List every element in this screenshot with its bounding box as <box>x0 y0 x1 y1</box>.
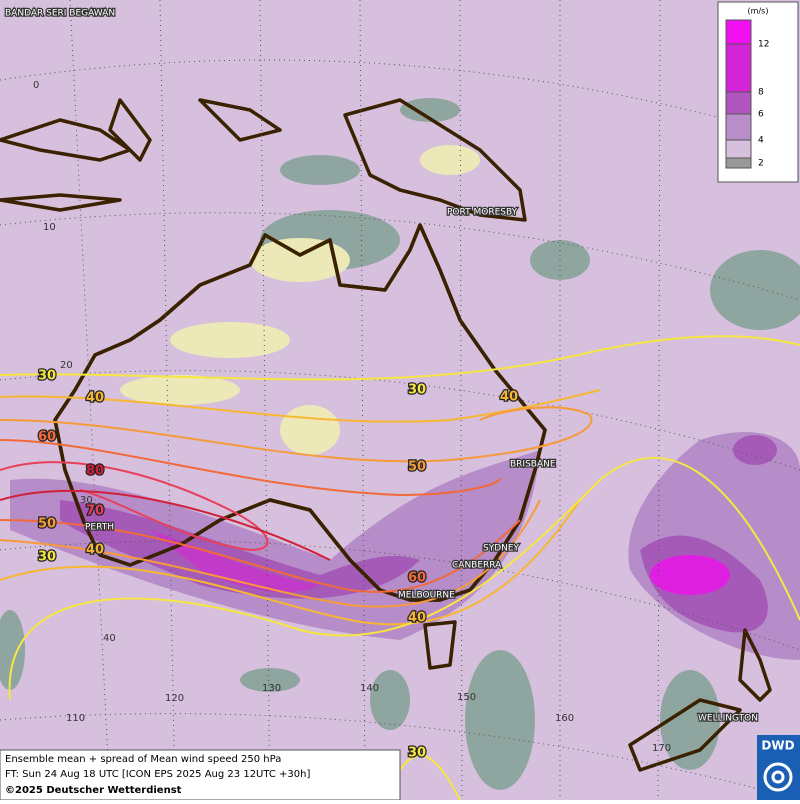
contour-label: 30 <box>408 383 426 398</box>
city-label: BRISBANE <box>510 460 556 470</box>
legend-tick: 4 <box>758 136 764 146</box>
contour-label: 60 <box>408 571 426 586</box>
city-label: PERTH <box>85 523 114 533</box>
legend-swatch <box>725 43 752 93</box>
lon-label: 120 <box>165 693 184 704</box>
legend: (m/s) 12 8 6 4 2 <box>717 1 799 183</box>
footer: Ensemble mean + spread of Mean wind spee… <box>0 749 401 801</box>
legend-tick: 12 <box>758 40 769 50</box>
grid-labels: 0 10 20 30 40 110 120 130 140 150 160 17… <box>33 80 671 754</box>
lat-label: 0 <box>33 80 39 91</box>
legend-swatch <box>725 19 752 45</box>
logo-text: DWD <box>761 739 794 753</box>
legend-swatch <box>725 157 752 169</box>
city-label: BANDAR SERI BEGAWAN <box>5 9 115 19</box>
logo-swirl <box>771 770 785 784</box>
contour-label: 60 <box>38 430 56 445</box>
contour-label: 50 <box>38 517 56 532</box>
footer-credit: ©2025 Deutscher Wetterdienst <box>5 785 182 796</box>
city-label: CANBERRA <box>452 561 502 571</box>
footer-line: Ensemble mean + spread of Mean wind spee… <box>5 754 281 765</box>
contour-label: 30 <box>408 746 426 761</box>
lat-label: 40 <box>103 633 116 644</box>
lon-label: 130 <box>262 683 281 694</box>
contour-label: 40 <box>408 611 426 626</box>
city-label: PORT MORESBY <box>447 208 518 218</box>
legend-swatch <box>725 113 752 141</box>
lat-label: 30 <box>80 495 93 506</box>
city-label: SYDNEY <box>483 544 520 554</box>
legend-swatch <box>725 139 752 159</box>
contours <box>0 335 800 801</box>
contour-labels: 30 40 60 80 70 50 40 30 30 40 50 60 40 3… <box>37 367 520 762</box>
footer-box <box>0 749 401 801</box>
contour-label: 50 <box>408 460 426 475</box>
shade-pale <box>120 145 480 455</box>
logo-swirl <box>763 762 793 792</box>
lon-label: 140 <box>360 683 379 694</box>
lon-label: 170 <box>652 743 671 754</box>
lon-label: 110 <box>66 713 85 724</box>
lat-label: 10 <box>43 222 56 233</box>
contour-label: 30 <box>38 369 56 384</box>
contour-label: 30 <box>38 550 56 565</box>
lat-label: 20 <box>60 360 73 371</box>
legend-tick: 8 <box>758 88 764 98</box>
contour-label: 70 <box>86 504 104 519</box>
contour-label: 40 <box>500 390 518 405</box>
legend-swatch <box>725 91 752 115</box>
legend-tick: 2 <box>758 159 764 169</box>
city-label: WELLINGTON <box>698 714 758 724</box>
contour-label: 80 <box>86 464 104 479</box>
legend-unit: (m/s) <box>748 7 769 16</box>
logo: DWD <box>757 735 800 800</box>
legend-tick: 6 <box>758 110 764 120</box>
lon-label: 150 <box>457 692 476 703</box>
footer-line: FT: Sun 24 Aug 18 UTC [ICON EPS 2025 Aug… <box>5 769 310 780</box>
cities: BANDAR SERI BEGAWAN PORT MORESBY BRISBAN… <box>4 7 759 725</box>
contour-label: 40 <box>86 391 104 406</box>
lon-label: 160 <box>555 713 574 724</box>
contour-label: 40 <box>86 543 104 558</box>
city-label: MELBOURNE <box>398 591 455 601</box>
